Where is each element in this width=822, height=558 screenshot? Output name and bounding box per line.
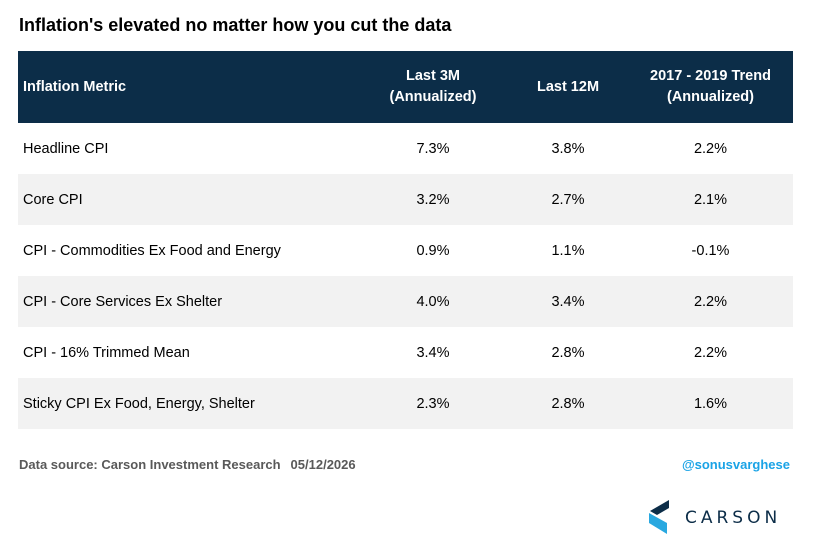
table-header-row: Inflation Metric Last 3M (Annualized) La… (18, 51, 793, 123)
last-3m-cell: 4.0% (416, 293, 450, 310)
last-12m-cell: 2.8% (551, 395, 585, 412)
last-3m-cell: 2.3% (416, 395, 450, 412)
carson-logo: CARSON (649, 500, 781, 536)
data-source: Data source: Carson Investment Research 0… (19, 457, 356, 472)
carson-logo-text: CARSON (685, 508, 782, 528)
last-12m-cell: 1.1% (551, 242, 585, 259)
carson-logo-icon (649, 500, 671, 536)
metric-cell: CPI - 16% Trimmed Mean (23, 344, 190, 361)
data-source-label: Data source: Carson Investment Research (19, 457, 281, 472)
metric-cell: Sticky CPI Ex Food, Energy, Shelter (23, 395, 255, 412)
last-3m-cell: 0.9% (416, 242, 450, 259)
table-row: Sticky CPI Ex Food, Energy, Shelter 2.3%… (18, 378, 793, 429)
metric-cell: Core CPI (23, 191, 83, 208)
last-3m-cell: 3.4% (416, 344, 450, 361)
metric-cell: CPI - Commodities Ex Food and Energy (23, 242, 281, 259)
header-trend-line2: (Annualized) (667, 89, 754, 105)
table-row: CPI - Commodities Ex Food and Energy 0.9… (18, 225, 793, 276)
trend-cell: 2.1% (693, 191, 728, 208)
last-12m-cell: 2.8% (551, 344, 585, 361)
data-date: 05/12/2026 (290, 457, 356, 472)
header-inflation-metric: Inflation Metric (23, 79, 127, 95)
table-row: Core CPI 3.2% 2.7% 2.1% (18, 174, 793, 225)
table-row: Headline CPI 7.3% 3.8% 2.2% (18, 123, 793, 174)
trend-cell: 2.2% (693, 344, 728, 361)
trend-cell: -0.1% (691, 242, 730, 259)
header-last-3m-line2: (Annualized) (389, 89, 477, 105)
header-last-3m: Last 3M (Annualized) (358, 66, 508, 108)
author-handle: @sonusvarghese (681, 457, 790, 472)
last-3m-cell: 7.3% (416, 140, 450, 157)
metric-cell: Headline CPI (23, 140, 109, 157)
table-row: CPI - 16% Trimmed Mean 3.4% 2.8% 2.2% (18, 327, 793, 378)
last-12m-cell: 3.4% (551, 293, 585, 310)
inflation-table: Inflation Metric Last 3M (Annualized) La… (18, 51, 793, 429)
last-3m-cell: 3.2% (416, 191, 450, 208)
header-last-12m: Last 12M (536, 79, 600, 95)
last-12m-cell: 3.8% (551, 140, 585, 157)
header-trend: 2017 - 2019 Trend (Annualized) (628, 66, 793, 108)
trend-cell: 2.2% (693, 293, 728, 310)
metric-cell: CPI - Core Services Ex Shelter (23, 293, 223, 310)
header-last-3m-line1: Last 3M (406, 68, 460, 84)
last-12m-cell: 2.7% (551, 191, 585, 208)
page-title: Inflation's elevated no matter how you c… (19, 15, 452, 35)
trend-cell: 1.6% (693, 395, 728, 412)
table-row: CPI - Core Services Ex Shelter 4.0% 3.4%… (18, 276, 793, 327)
trend-cell: 2.2% (693, 140, 728, 157)
header-trend-line1: 2017 - 2019 Trend (650, 68, 771, 84)
